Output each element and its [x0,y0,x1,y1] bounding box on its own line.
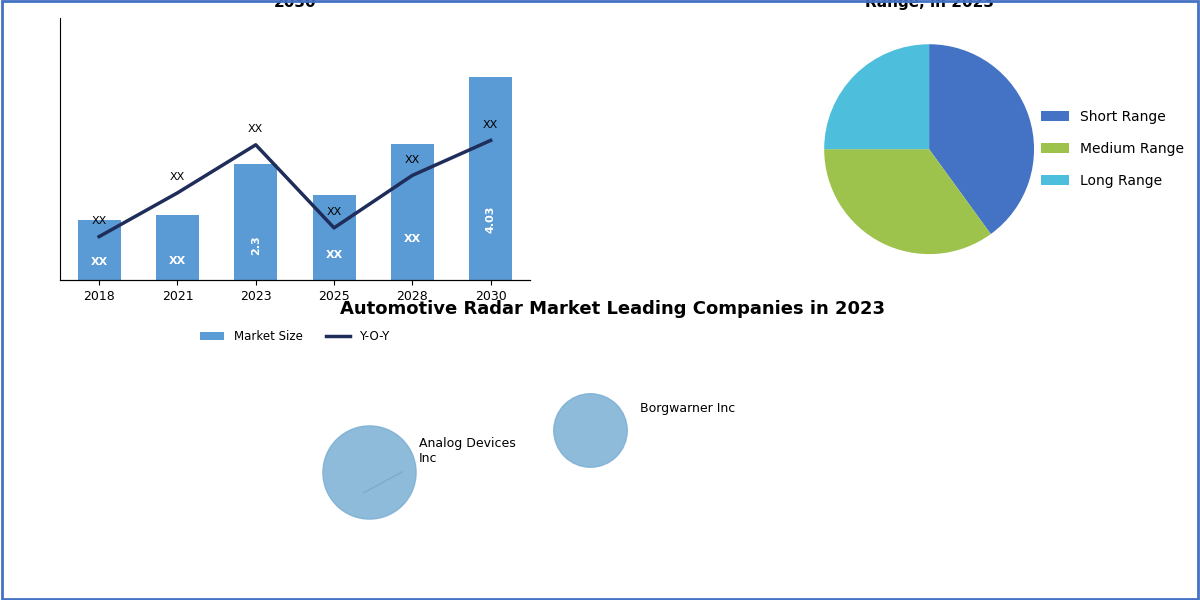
Title: Automotive Radar Market
Revenue in USD Billion, 2018-
2030: Automotive Radar Market Revenue in USD B… [167,0,422,10]
Legend: Market Size, Y-O-Y: Market Size, Y-O-Y [196,325,394,348]
Wedge shape [824,149,991,254]
Text: 4.03: 4.03 [486,206,496,233]
Text: Analog Devices
Inc: Analog Devices Inc [419,437,516,465]
Bar [312,194,355,280]
Text: XX: XX [325,250,343,260]
Text: XX: XX [248,124,263,134]
Text: Borgwarner Inc: Borgwarner Inc [640,403,734,415]
Point [360,467,379,476]
Text: XX: XX [326,208,342,217]
Text: XX: XX [169,256,186,266]
Title: Automotive Radar Market Leading Companies in 2023: Automotive Radar Market Leading Companie… [340,300,884,318]
Text: XX: XX [403,235,421,244]
Bar [156,215,199,280]
Text: XX: XX [91,216,107,226]
Title: Automotive Radar Market Share by
Range, in 2023: Automotive Radar Market Share by Range, … [778,0,1080,10]
Bar [391,144,434,280]
Text: XX: XX [170,172,185,182]
Text: XX: XX [484,120,498,130]
Bar [469,77,512,280]
Text: XX: XX [90,257,108,267]
Legend: Short Range, Medium Range, Long Range: Short Range, Medium Range, Long Range [1036,104,1189,194]
Text: 2.3: 2.3 [251,236,260,256]
Wedge shape [929,44,1034,234]
Text: XX: XX [404,155,420,165]
Bar [78,220,121,280]
Point [581,425,600,434]
Wedge shape [824,44,929,149]
Bar [234,164,277,280]
